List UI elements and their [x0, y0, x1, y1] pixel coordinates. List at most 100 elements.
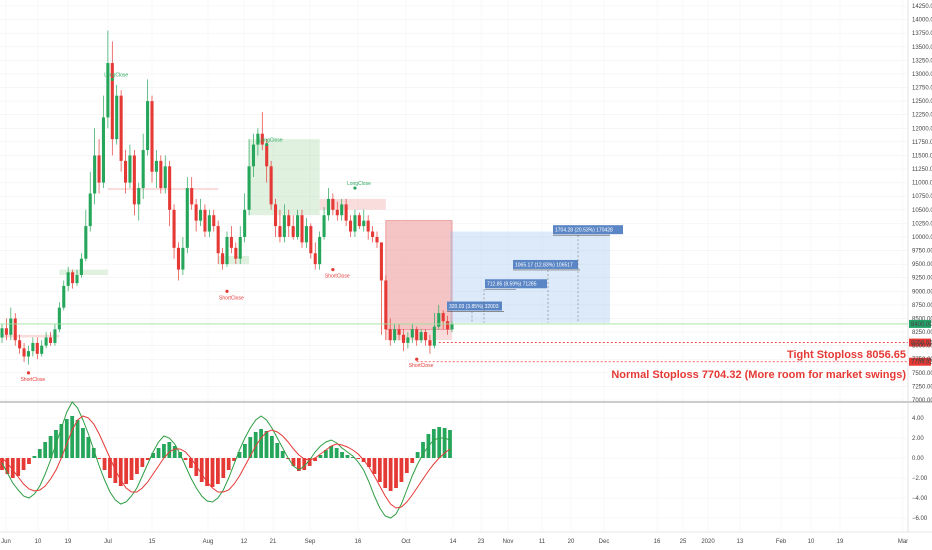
candle-body	[97, 155, 101, 183]
candle-body	[84, 226, 88, 259]
macd-histogram-bar	[162, 444, 166, 458]
candle-body	[273, 204, 278, 227]
price-axis[interactable]: 14250.00 14000.00 13750.00 13500.00 13250.00…	[0, 0, 932, 532]
price-tick-label: 8250.00	[912, 330, 932, 336]
macd-histogram-bar	[269, 436, 274, 458]
strategy-mark-label: ShortClose	[219, 295, 244, 301]
candle-body	[40, 345, 44, 354]
candle-body	[432, 326, 436, 346]
candle-body	[88, 193, 92, 227]
candle-body	[62, 285, 66, 308]
position-zone	[319, 198, 386, 210]
target-box	[447, 301, 502, 311]
price-tick-label: 7250.00	[912, 384, 932, 390]
macd-histogram-bar	[296, 458, 301, 471]
candle-body	[406, 337, 410, 343]
price-tick-label: 10500.00	[912, 208, 932, 214]
candle-body	[18, 340, 22, 349]
candle-body	[243, 209, 247, 237]
time-tick-label: Mar	[898, 539, 908, 545]
candle-body	[238, 236, 242, 259]
candle-body	[229, 236, 233, 248]
candle-body	[128, 155, 132, 183]
candle-body	[172, 209, 176, 248]
candle-body	[260, 133, 264, 145]
macd-histogram-bar	[307, 458, 312, 466]
normal-stoploss-label: Normal Stoploss 7704.32 (More room for m…	[611, 369, 906, 381]
candle-body	[309, 226, 313, 254]
target-box-label: 1704.28 (20.53%) 170428	[555, 228, 613, 234]
candle-body	[168, 166, 172, 210]
macd-histogram-bar	[140, 458, 145, 467]
time-tick-label: 13	[737, 539, 744, 545]
candle-body	[26, 351, 31, 357]
macd-histogram-bar	[16, 458, 21, 476]
candle-body	[66, 272, 70, 286]
candle-body	[388, 329, 392, 341]
candle-body	[132, 155, 136, 205]
macd-histogram-bar	[399, 458, 404, 482]
macd-histogram-bar	[64, 419, 69, 458]
macd-histogram-bar	[318, 455, 323, 458]
candle-body	[375, 236, 379, 243]
macd-histogram-bar	[10, 458, 15, 478]
position-zones	[2, 139, 453, 341]
macd-tick-label: 2.00	[912, 436, 924, 442]
time-tick-label: Nov	[503, 539, 514, 545]
candle-body	[22, 348, 26, 357]
normal-stoploss-price: 7704.32	[911, 360, 932, 366]
macd-histogram-bar	[205, 458, 209, 486]
macd-histogram-bar	[383, 458, 388, 488]
macd-axis: 4.00 2.00 0.00 −2.00 −4.00 −6.00	[912, 416, 928, 522]
macd-histogram-bar	[5, 458, 10, 474]
price-tick-label: 10000.00	[912, 235, 932, 241]
price-tick-label: 10750.00	[912, 194, 932, 200]
macd-histogram-bar	[43, 442, 48, 458]
candle-body	[353, 215, 357, 232]
candle-body	[93, 155, 97, 194]
candle-body	[190, 188, 194, 205]
current-price-text: 8400.00	[911, 322, 932, 328]
tight-stoploss-label: Tight Stoploss 8056.65	[787, 349, 906, 361]
macd-histogram-bar	[102, 458, 107, 470]
macd-histogram-bar	[372, 458, 377, 474]
candle-body	[415, 329, 419, 341]
candle-body	[207, 215, 211, 232]
candle-body	[428, 340, 432, 346]
macd-histogram-bar	[237, 452, 242, 458]
strategy-mark-dot	[331, 267, 335, 272]
time-tick-label: 21	[270, 539, 277, 545]
macd-histogram-bar	[108, 458, 112, 478]
position-zone	[2, 334, 60, 338]
price-tick-label: 12000.00	[912, 126, 932, 132]
candle-body	[296, 215, 300, 237]
candle-body	[265, 144, 269, 167]
price-tick-label: 9750.00	[912, 249, 932, 255]
strategy-mark-label: LongClose	[259, 138, 283, 144]
macd-histogram-bar	[194, 458, 199, 476]
strategy-mark-label: ShortClose	[20, 377, 45, 383]
macd-histogram-bar	[404, 458, 409, 473]
macd-histogram-bar	[129, 458, 134, 480]
candles	[0, 30, 454, 365]
price-tick-label: 12500.00	[912, 99, 932, 105]
candle-body	[441, 313, 445, 322]
time-axis[interactable]: Jun 10 19 Jul 15 Aug 12 21 Sep 16 Oct 14 23 Nov 11 20 De…	[0, 531, 932, 545]
macd-histogram-bar	[302, 458, 307, 470]
candle-body	[35, 342, 39, 354]
macd-histogram-bar	[86, 437, 91, 458]
time-tick-label: 12	[241, 539, 248, 545]
candle-body	[313, 253, 317, 265]
price-tick-label: 13000.00	[912, 72, 932, 78]
time-tick-label: 10	[808, 539, 815, 545]
price-tick-label: 11250.00	[912, 167, 932, 173]
target-box-label: 1065.17 (12.83%) 106517	[515, 262, 573, 268]
macd-histogram-bar	[394, 458, 398, 488]
macd-histogram-bar	[91, 448, 96, 458]
candle-body	[13, 318, 17, 341]
macd-histogram-bar	[377, 458, 382, 482]
time-tick-label: 23	[478, 539, 485, 545]
macd-histogram-bar	[226, 458, 231, 470]
macd-histogram-bar	[118, 458, 123, 486]
